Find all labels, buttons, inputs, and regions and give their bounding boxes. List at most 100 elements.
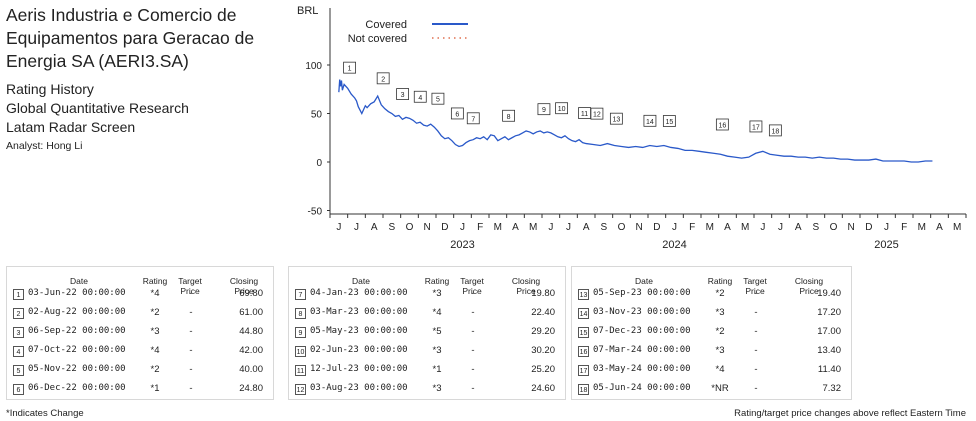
rating-flag: 16 xyxy=(715,118,729,131)
rating-table: Date Rating Target Price Closing Price 7 04-J… xyxy=(288,266,566,400)
rating-flag-number: 7 xyxy=(471,116,475,123)
rating-flag-box xyxy=(376,72,390,85)
row-target-price: - xyxy=(471,364,475,375)
row-target-price: - xyxy=(189,345,193,356)
row-target-price: - xyxy=(754,364,758,375)
rating-flag-box xyxy=(555,102,568,115)
rating-flag-number: 12 xyxy=(593,112,601,119)
rating-flag: 15 xyxy=(662,115,676,127)
x-tick-label: J xyxy=(460,222,465,233)
chart-legend: Covered Not covered xyxy=(348,19,468,45)
year-label: 2023 xyxy=(450,239,474,251)
header-target-price: Target Price xyxy=(460,276,484,296)
header-closing-price: Closing Price xyxy=(229,276,259,296)
row-date: 03-Jun-22 00:00:00 xyxy=(28,288,126,298)
x-tick-label: N xyxy=(636,222,643,233)
table-row: 5 05-Nov-22 00:00:00 *2 - 40.00 xyxy=(7,363,273,381)
rating-flag: 11 xyxy=(578,107,591,119)
rating-flag-box xyxy=(396,88,410,100)
rating-flag-number: 4 xyxy=(418,95,422,102)
row-closing-price: 42.00 xyxy=(239,345,263,356)
y-tick-label: 100 xyxy=(305,61,322,72)
header-date: Date xyxy=(352,276,370,286)
row-rating: *2 xyxy=(150,364,160,375)
rating-flag-number: 8 xyxy=(507,114,511,121)
rating-flag-number: 10 xyxy=(558,106,566,113)
row-rating: *4 xyxy=(150,288,160,299)
x-tick-label: J xyxy=(672,222,677,233)
rating-flag-box xyxy=(715,118,729,131)
rating-flag-number: 9 xyxy=(542,107,546,114)
row-closing-price: 13.40 xyxy=(817,345,841,356)
row-number-box: 10 xyxy=(295,346,306,357)
x-tick-label: M xyxy=(529,222,537,233)
x-tick-label: N xyxy=(848,222,855,233)
header-closing-price: Closing Price xyxy=(794,276,824,296)
row-closing-price: 19.40 xyxy=(817,288,841,299)
row-closing-price: 22.40 xyxy=(531,307,555,318)
x-tick-label: D xyxy=(653,222,660,233)
row-number-box: 8 xyxy=(295,308,306,319)
rating-table: Date Rating Target Price Closing Price 1 03-J… xyxy=(6,266,274,400)
row-target-price: - xyxy=(471,345,475,356)
rating-flag-box xyxy=(343,61,357,74)
x-tick-label: D xyxy=(865,222,872,233)
rating-flag: 1 xyxy=(343,61,357,74)
row-closing-price: 7.32 xyxy=(822,383,842,394)
rating-flag: 9 xyxy=(537,103,551,116)
table-row: 6 06-Dec-22 00:00:00 *1 - 24.80 xyxy=(7,382,273,400)
rating-flag-number: 14 xyxy=(646,119,654,126)
rating-flag: 10 xyxy=(555,102,568,115)
rating-flag-box xyxy=(749,120,763,133)
row-target-price: - xyxy=(754,307,758,318)
row-rating: *1 xyxy=(150,383,160,394)
rating-flag-box xyxy=(609,112,623,125)
table-row: 16 07-Mar-24 00:00:00 *3 - 13.40 xyxy=(572,344,851,362)
table-row: 8 03-Mar-23 00:00:00 *4 - 22.40 xyxy=(289,306,565,324)
row-closing-price: 40.00 xyxy=(239,364,263,375)
rating-flag-box xyxy=(450,107,464,120)
footnote-eastern-time: Rating/target price changes above reflec… xyxy=(734,408,966,419)
row-target-price: - xyxy=(471,383,475,394)
rating-flag-number: 2 xyxy=(381,76,385,83)
table-row: 12 03-Aug-23 00:00:00 *3 - 24.60 xyxy=(289,382,565,400)
rating-flag-number: 11 xyxy=(581,111,588,118)
row-target-price: - xyxy=(189,383,193,394)
x-tick-label: S xyxy=(388,222,395,233)
row-date: 04-Jan-23 00:00:00 xyxy=(310,288,408,298)
row-target-price: - xyxy=(189,288,193,299)
row-rating: *2 xyxy=(715,326,725,337)
rating-flag-number: 15 xyxy=(665,119,673,126)
row-target-price: - xyxy=(471,326,475,337)
rating-flag-number: 16 xyxy=(718,123,726,130)
rating-flag-number: 3 xyxy=(401,92,405,99)
y-tick-label: -50 xyxy=(308,207,323,218)
row-rating: *2 xyxy=(150,307,160,318)
row-date: 03-Mar-23 00:00:00 xyxy=(310,307,408,317)
row-rating: *5 xyxy=(432,326,442,337)
rating-flag-number: 5 xyxy=(436,97,440,104)
row-closing-price: 29.20 xyxy=(531,326,555,337)
x-tick-label: F xyxy=(901,222,907,233)
header-date: Date xyxy=(70,276,88,286)
table-row: 13 05-Sep-23 00:00:00 *2 - 19.40 xyxy=(572,287,851,305)
series-line-covered xyxy=(338,79,933,163)
company-name: Aeris Industria e Comercio de Equipament… xyxy=(6,4,286,73)
rating-flag: 17 xyxy=(749,120,763,133)
row-number-box: 2 xyxy=(13,308,24,319)
row-date: 03-Nov-23 00:00:00 xyxy=(593,307,691,317)
row-date: 03-May-24 00:00:00 xyxy=(593,364,691,374)
x-tick-label: J xyxy=(778,222,783,233)
rating-flag: 12 xyxy=(590,107,604,120)
rating-flag: 13 xyxy=(609,112,623,125)
x-tick-label: A xyxy=(371,222,378,233)
rating-flag-number: 17 xyxy=(752,124,760,131)
rating-flag: 3 xyxy=(396,88,410,100)
rating-flag-box xyxy=(431,92,445,105)
row-rating: *4 xyxy=(150,345,160,356)
row-date: 05-Sep-23 00:00:00 xyxy=(593,288,691,298)
row-number-box: 3 xyxy=(13,327,24,338)
x-tick-label: O xyxy=(830,222,838,233)
